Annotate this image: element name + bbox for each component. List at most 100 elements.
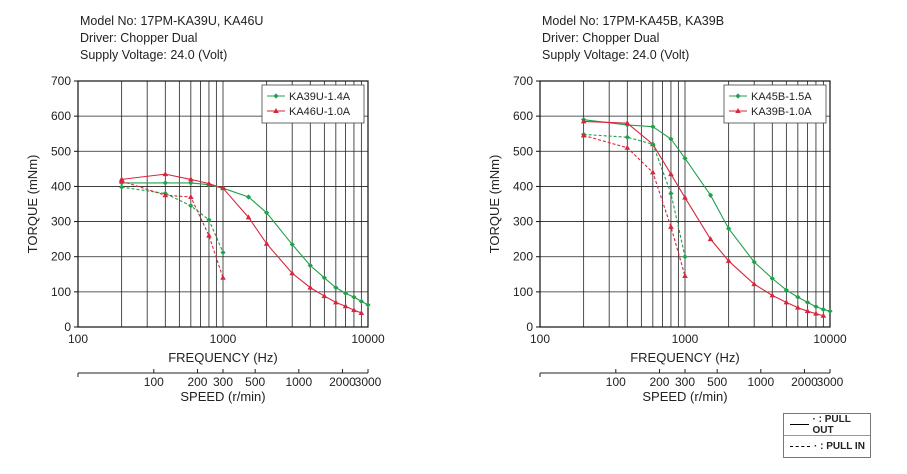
- chart-2-data-point-diamond: [668, 136, 674, 142]
- chart-2-speed-tick-label: 1000: [747, 375, 774, 389]
- chart-1-data-point-triangle: [206, 180, 212, 186]
- chart-1-data-point-triangle: [245, 214, 252, 220]
- chart-2-speed-tick-label: 200: [649, 375, 669, 389]
- chart-2-speed-tick-label: 3000: [817, 375, 844, 389]
- chart-1-data-point-diamond: [245, 194, 252, 200]
- chart-2-data-point-diamond: [735, 93, 741, 99]
- chart-1-x-axis-title: FREQUENCY (Hz): [168, 350, 278, 365]
- chart-2-x-axis-title: FREQUENCY (Hz): [630, 350, 740, 365]
- chart-2-pull-in-line: [583, 133, 686, 257]
- chart-1-data-point-diamond: [358, 298, 364, 304]
- chart-1-header: Model No: 17PM-KA39U, KA46U Driver: Chop…: [80, 13, 263, 64]
- chart-1-data-point-diamond: [333, 285, 339, 291]
- chart-1-driver: Driver: Chopper Dual: [80, 31, 198, 45]
- chart-2-data-point-diamond: [795, 294, 801, 300]
- chart-2-speed-tick-label: 100: [606, 375, 626, 389]
- chart-2-series-1-pull-out: [581, 117, 833, 314]
- chart-1-legend: KA39U-1.4A KA46U-1.0A: [261, 84, 365, 124]
- chart-2-speed-tick-label: 300: [675, 375, 695, 389]
- chart-1-speed-axis-title: SPEED (r/min): [180, 389, 265, 404]
- chart-1-data-point-diamond: [307, 262, 313, 269]
- chart-1-model: Model No: 17PM-KA39U, KA46U: [80, 14, 264, 28]
- chart-2-data-point-triangle: [820, 312, 827, 318]
- chart-1-data-point-triangle: [220, 185, 226, 191]
- chart-2-series-2-pull-out: [580, 118, 827, 318]
- chart-2-y-axis-title: TORQUE (mNm): [487, 155, 502, 254]
- chart-1-data-point-diamond: [162, 180, 168, 186]
- chart-2-data-point-triangle: [751, 281, 757, 287]
- chart-1-legend-label: KA39U-1.4A: [289, 91, 351, 103]
- chart-1-data-point-triangle: [321, 293, 328, 299]
- chart-2-data-point-triangle: [580, 132, 587, 138]
- chart-1-data-point-diamond: [351, 294, 357, 300]
- chart-2-y-tick-label: 400: [513, 179, 533, 193]
- chart-1-y-tick-label: 300: [51, 215, 71, 229]
- chart-1-y-tick-label: 700: [51, 74, 71, 88]
- chart-1-x-tick-label: 10000: [351, 332, 385, 346]
- chart-2-data-point-diamond: [820, 306, 826, 313]
- chart-2-data-point-triangle: [624, 120, 631, 126]
- chart-2-data-point-diamond: [726, 226, 732, 232]
- chart-2-data-point-triangle: [668, 223, 674, 229]
- chart-2-y-tick-label: 300: [513, 215, 533, 229]
- chart-1-pull-in-line: [121, 180, 224, 278]
- chart-1-data-point-diamond: [321, 275, 327, 281]
- chart-2-data-point-triangle: [650, 169, 656, 175]
- chart-1-speed-tick-label: 100: [144, 375, 164, 389]
- chart-2-data-point-diamond: [707, 192, 714, 198]
- chart-2-y-tick-label: 700: [513, 74, 533, 88]
- chart-2-data-point-diamond: [804, 299, 811, 305]
- chart-1-speed-tick-label: 3000: [355, 375, 382, 389]
- chart-1-data-point-triangle: [220, 274, 226, 280]
- chart-1-voltage: Supply Voltage: 24.0 (Volt): [80, 48, 228, 62]
- chart-1-series-3-pull-in: [119, 184, 226, 256]
- chart-1-data-point-triangle: [206, 232, 212, 238]
- chart-1-series-4-pull-in: [118, 178, 226, 280]
- chart-1-data-point-triangle: [358, 309, 365, 315]
- chart-1-data-point-diamond: [220, 249, 226, 256]
- chart-2-speed-tick-label: 500: [707, 375, 727, 389]
- chart-2-header: Model No: 17PM-KA45B, KA39B Driver: Chop…: [542, 13, 724, 64]
- chart-1-legend-label: KA46U-1.0A: [289, 106, 351, 118]
- chart-2-y-tick-label: 0: [526, 320, 533, 334]
- chart-1-x-tick-label: 1000: [210, 332, 237, 346]
- chart-2-model: Model No: 17PM-KA45B, KA39B: [542, 14, 725, 28]
- chart-2-data-point-diamond: [650, 141, 656, 147]
- chart-1-pull-out-line: [121, 182, 369, 306]
- chart-1-pull-out-line: [121, 173, 362, 314]
- chart-1-series-2-pull-out: [118, 171, 365, 315]
- chart-2-data-point-diamond: [751, 259, 757, 265]
- chart-2-data-point-diamond: [624, 134, 630, 140]
- chart-2-data-point-diamond: [813, 304, 819, 310]
- chart-2-pull-out-line: [583, 120, 824, 317]
- chart-1-y-tick-label: 200: [51, 250, 71, 264]
- solid-line-swatch: [790, 424, 809, 425]
- chart-2-data-point-diamond: [783, 287, 789, 293]
- pull-legend: · : PULL OUT · : PULL IN: [783, 413, 871, 458]
- chart-2-y-tick-label: 200: [513, 250, 533, 264]
- chart-2-data-point-triangle: [682, 194, 688, 200]
- chart-2-data-point-diamond: [769, 275, 775, 282]
- chart-2-pull-out-line: [583, 119, 831, 312]
- dashed-line-swatch: [790, 446, 810, 447]
- chart-2-data-point-triangle: [580, 118, 587, 124]
- chart-2-driver: Driver: Chopper Dual: [542, 31, 660, 45]
- chart-1-data-point-diamond: [342, 290, 349, 296]
- chart-1-y-axis-title: TORQUE (mNm): [25, 155, 40, 254]
- chart-2-data-point-triangle: [795, 304, 801, 310]
- chart-1-data-point-triangle: [342, 303, 349, 309]
- chart-1-speed-tick-label: 1000: [285, 375, 312, 389]
- chart-1-y-tick-label: 400: [51, 179, 71, 193]
- chart-1-y-tick-label: 500: [51, 144, 71, 158]
- chart-1-y-tick-label: 0: [64, 320, 71, 334]
- chart-1-data-point-diamond: [206, 217, 212, 223]
- chart-1-data-point-triangle: [273, 108, 279, 113]
- chart-1-data-point-triangle: [351, 307, 357, 313]
- pull-out-legend-item: · : PULL OUT: [784, 414, 870, 436]
- chart-2-data-point-diamond: [682, 155, 688, 161]
- chart-2-series-4-pull-in: [580, 132, 688, 279]
- chart-2-legend-label: KA45B-1.5A: [751, 91, 812, 103]
- chart-2-legend-label: KA39B-1.0A: [751, 106, 812, 118]
- chart-1-data-point-diamond: [188, 203, 194, 209]
